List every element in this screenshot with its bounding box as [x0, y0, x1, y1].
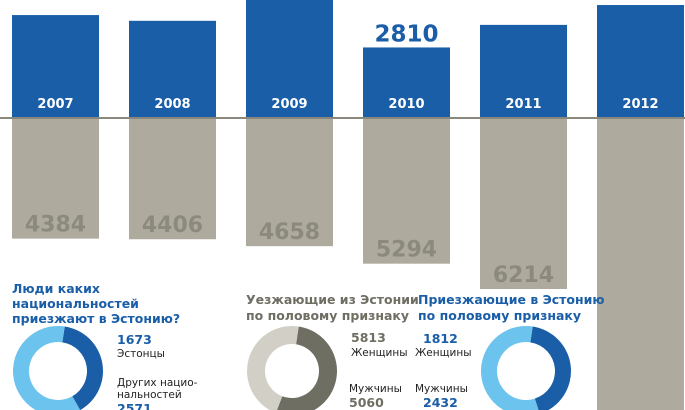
departures-value-label-2011: 6214 — [493, 263, 554, 288]
year-label-2008: 2008 — [154, 97, 190, 112]
departures-bar-2009 — [246, 118, 333, 247]
nationality-donut — [13, 326, 103, 410]
departures-bar-2008 — [129, 118, 216, 240]
nationality-other-label: Других нацио- нальностей — [117, 377, 201, 401]
departures-bar-2011 — [480, 118, 567, 289]
leaving-women-value: 5813 — [351, 330, 386, 345]
year-label-2009: 2009 — [271, 97, 307, 112]
departures-bar-2007 — [12, 118, 99, 239]
arriving-segment-0 — [530, 326, 571, 410]
departures-value-label-2008: 4406 — [142, 213, 203, 238]
arrivals-bar-2009 — [246, 0, 333, 118]
arriving-segment-1 — [481, 326, 539, 410]
year-label-2011: 2011 — [505, 97, 541, 112]
arrivals-value-label-2010: 2810 — [374, 21, 438, 47]
nationality-title: Люди каких национальностей приезжают в Э… — [12, 281, 180, 326]
leaving-segment-1 — [247, 326, 299, 410]
arriving-women-label: Женщины — [415, 347, 472, 359]
year-label-2012: 2012 — [622, 97, 658, 112]
departures-bar-2010 — [363, 118, 450, 264]
leaving-segment-0 — [276, 326, 337, 410]
nationality-estonians-value: 1673 — [117, 332, 152, 347]
arrivals-bar-2010 — [363, 47, 450, 118]
leaving-women-label: Женщины — [351, 347, 408, 359]
arrivals-bar-2007 — [12, 15, 99, 119]
arrivals-bars: 2007 2008 2009 2810 2010 2011 2012 — [12, 0, 684, 119]
departures-bar-2012 — [597, 118, 684, 410]
departures-bars: 4384 4406 4658 5294 6214 — [12, 118, 684, 410]
arrivals-bar-2011 — [480, 24, 567, 119]
leaving-gender-donut — [247, 326, 337, 410]
arriving-men-value: 2432 — [423, 395, 458, 410]
nationality-segment-1 — [13, 326, 81, 410]
arriving-men-label: Мужчины — [415, 383, 468, 395]
arrivals-bar-2008 — [129, 20, 216, 119]
departures-value-label-2007: 4384 — [25, 213, 86, 238]
arriving-women-value: 1812 — [423, 331, 458, 346]
arriving-gender-title: Приезжающие в Эстонию по половому призна… — [418, 292, 609, 323]
arriving-gender-donut — [481, 326, 571, 410]
nationality-estonians-label: Эстонцы — [117, 348, 165, 360]
year-label-2007: 2007 — [37, 97, 73, 112]
departures-value-label-2010: 5294 — [376, 238, 437, 263]
nationality-other-value: 2571 — [117, 401, 152, 410]
leaving-men-value: 5060 — [349, 395, 384, 410]
year-label-2010: 2010 — [388, 97, 424, 112]
leaving-men-label: Мужчины — [349, 383, 402, 395]
nationality-segment-0 — [62, 326, 103, 410]
leaving-gender-title: Уезжающие из Эстонии по половому признак… — [246, 292, 423, 323]
departures-value-label-2009: 4658 — [259, 220, 320, 245]
arrivals-bar-2012 — [597, 5, 684, 118]
